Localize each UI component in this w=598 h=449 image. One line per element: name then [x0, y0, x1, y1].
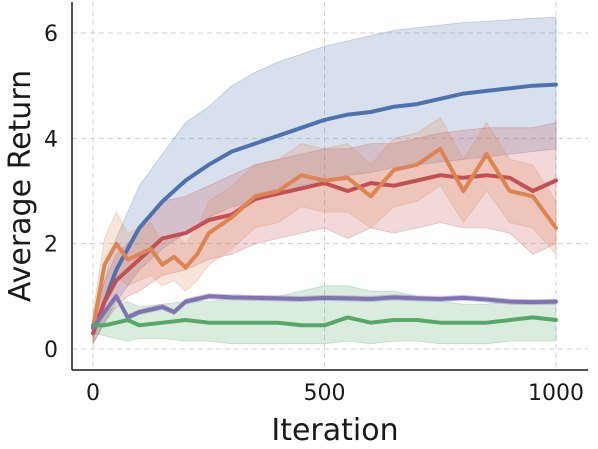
y-axis-label: Average Return [3, 70, 38, 302]
axes-spines [71, 2, 588, 371]
x-tick-label: 500 [304, 381, 346, 406]
x-tick-label: 1000 [528, 381, 584, 406]
x-tick-label: 0 [86, 381, 100, 406]
y-tick-label: 0 [44, 338, 58, 363]
y-tick-label: 4 [44, 127, 58, 152]
series-line-5 [91, 315, 558, 328]
series-line-3 [91, 146, 558, 330]
series-line-4 [91, 294, 558, 330]
series-band-2 [92, 121, 557, 344]
y-tick-label: 6 [44, 22, 58, 47]
tick-labels: 0 500 1000 0 2 4 6 [44, 22, 584, 406]
x-axis-label: Iteration [271, 413, 398, 448]
series-lines [91, 82, 558, 336]
y-tick-label: 2 [44, 233, 58, 258]
series-line-1 [91, 82, 558, 336]
series-band-5 [92, 285, 557, 345]
